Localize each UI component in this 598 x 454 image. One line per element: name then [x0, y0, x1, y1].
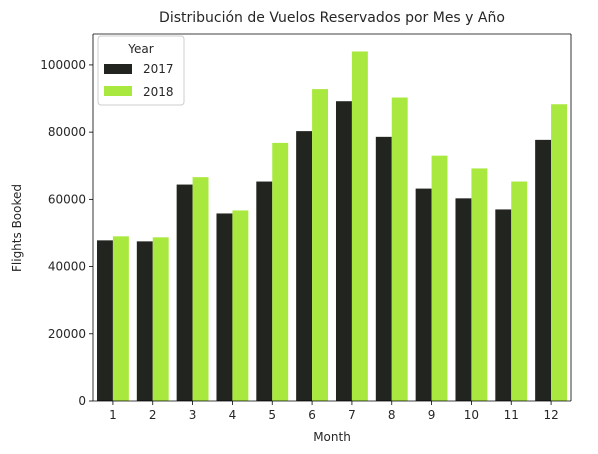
y-axis-title: Flights Booked [10, 184, 24, 272]
y-tick-label-80000: 80000 [48, 125, 86, 139]
x-tick-label-9: 9 [428, 408, 436, 422]
legend-label-2018: 2018 [143, 85, 174, 99]
bar-2017-1 [96, 240, 113, 401]
x-tick-label-10: 10 [464, 408, 479, 422]
x-tick-label-1: 1 [109, 408, 117, 422]
bar-2018-11 [511, 181, 528, 401]
x-tick-label-7: 7 [348, 408, 356, 422]
x-tick-label-4: 4 [229, 408, 237, 422]
x-tick-label-2: 2 [149, 408, 157, 422]
bar-2018-12 [551, 104, 568, 401]
bar-2017-11 [495, 209, 512, 401]
bar-2017-4 [216, 213, 233, 401]
bar-2017-10 [455, 198, 472, 401]
x-tick-label-3: 3 [189, 408, 197, 422]
x-tick-label-8: 8 [388, 408, 396, 422]
x-tick-label-12: 12 [543, 408, 558, 422]
bar-2018-5 [272, 142, 289, 401]
bar-2018-6 [312, 89, 329, 401]
bar-2018-8 [391, 97, 408, 402]
legend: Year 2017 2018 [97, 35, 185, 106]
bar-2018-4 [232, 210, 249, 401]
bar-2018-2 [152, 237, 169, 401]
y-tick-label-60000: 60000 [48, 192, 86, 206]
y-tick-label-0: 0 [78, 394, 86, 408]
bar-2018-10 [471, 168, 488, 401]
bar-2018-1 [112, 236, 129, 401]
bar-2017-6 [296, 131, 313, 401]
y-tick-label-40000: 40000 [48, 260, 86, 274]
legend-label-2017: 2017 [143, 62, 174, 76]
bar-2017-8 [375, 136, 392, 402]
bar-2017-9 [415, 188, 432, 401]
x-tick-label-5: 5 [268, 408, 276, 422]
bar-2018-9 [431, 155, 448, 401]
bar-2017-5 [256, 181, 273, 401]
y-tick-label-100000: 100000 [40, 58, 86, 72]
bar-2017-3 [176, 184, 193, 401]
bar-2018-7 [351, 51, 368, 401]
bar-2017-2 [136, 241, 153, 401]
legend-title: Year [127, 42, 153, 56]
x-tick-label-11: 11 [504, 408, 519, 422]
bar-2017-7 [335, 101, 352, 401]
bar-2018-3 [192, 177, 209, 401]
chart-title: Distribución de Vuelos Reservados por Me… [159, 10, 505, 26]
bar-2017-12 [535, 139, 552, 401]
y-tick-label-20000: 20000 [48, 327, 86, 341]
x-tick-label-6: 6 [308, 408, 316, 422]
legend-swatch-2017 [104, 64, 132, 74]
x-axis-title: Month [313, 430, 351, 444]
legend-swatch-2018 [104, 86, 132, 96]
